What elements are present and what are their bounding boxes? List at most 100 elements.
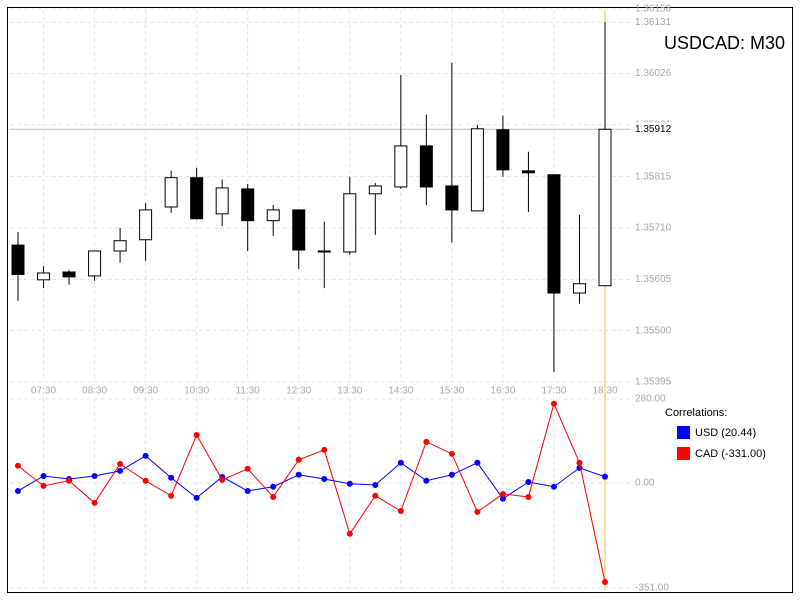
- x-tick-label: 11:30: [236, 386, 261, 397]
- data-point: [499, 490, 506, 497]
- candle-body: [572, 283, 586, 294]
- candle-body: [215, 187, 229, 215]
- candle-body: [470, 128, 484, 212]
- x-tick-label: 18:30: [592, 386, 617, 397]
- data-point: [321, 475, 328, 482]
- data-point: [525, 493, 532, 500]
- data-point: [550, 483, 557, 490]
- candle-body: [113, 240, 127, 252]
- data-point: [142, 477, 149, 484]
- data-point: [423, 438, 430, 445]
- candle-body: [419, 145, 433, 188]
- frame: [7, 7, 793, 593]
- candle-body: [598, 128, 612, 287]
- data-point: [168, 474, 175, 481]
- x-tick-label: 10:30: [184, 386, 209, 397]
- y-tick-label: 1.36158: [635, 4, 672, 15]
- y-tick-label: 1.36026: [635, 68, 672, 79]
- data-point: [244, 487, 251, 494]
- candle-body: [139, 209, 153, 241]
- candle-body: [266, 209, 280, 222]
- data-point: [397, 459, 404, 466]
- legend-label: USD (20.44): [695, 427, 756, 439]
- x-tick-label: 15:30: [439, 386, 464, 397]
- series-line: [17, 402, 606, 583]
- data-point: [295, 456, 302, 463]
- candle-body: [445, 185, 459, 211]
- candle-body: [292, 209, 306, 251]
- data-point: [142, 452, 149, 459]
- legend-swatch: [677, 447, 690, 460]
- data-point: [219, 476, 226, 483]
- data-point: [117, 467, 124, 474]
- data-point: [602, 579, 608, 586]
- x-tick-label: 14:30: [388, 386, 413, 397]
- data-point: [295, 471, 302, 478]
- candle-body: [88, 250, 102, 277]
- y-tick-label: 1.35500: [635, 325, 672, 336]
- candle-body: [394, 145, 408, 188]
- data-point: [40, 482, 47, 489]
- candle-body: [547, 174, 561, 294]
- data-point: [193, 431, 200, 438]
- legend-swatch: [677, 426, 690, 439]
- data-point: [448, 450, 455, 457]
- data-point: [346, 480, 353, 487]
- x-tick-label: 13:30: [337, 386, 362, 397]
- chart-title: USDCAD: M30: [664, 33, 785, 53]
- candle-body: [241, 188, 255, 222]
- candle-body: [343, 193, 357, 253]
- data-point: [270, 483, 277, 490]
- data-point: [372, 492, 379, 499]
- data-point: [15, 462, 21, 469]
- x-tick-label: 08:30: [82, 386, 107, 397]
- y-tick-label: 1.35395: [635, 377, 672, 388]
- legend-label: CAD (-331.00): [695, 448, 766, 460]
- data-point: [168, 492, 175, 499]
- x-tick-label: 12:30: [286, 386, 311, 397]
- legend-title: Correlations:: [665, 407, 727, 419]
- candle-body: [317, 250, 331, 253]
- data-point: [193, 494, 200, 501]
- data-point: [602, 473, 608, 480]
- y-tick-label: -351.00: [635, 583, 669, 594]
- data-point: [397, 508, 404, 515]
- data-point: [423, 477, 430, 484]
- data-point: [321, 446, 328, 453]
- candle-body: [190, 177, 204, 220]
- data-point: [372, 481, 379, 488]
- x-tick-label: 07:30: [31, 386, 56, 397]
- data-point: [474, 508, 481, 515]
- candle-body: [496, 129, 510, 171]
- data-point: [244, 465, 251, 472]
- candle-body: [521, 170, 535, 174]
- x-tick-label: 17:30: [541, 386, 566, 397]
- data-point: [91, 472, 98, 479]
- data-point: [15, 487, 21, 494]
- x-tick-label: 16:30: [490, 386, 515, 397]
- data-point: [91, 499, 98, 506]
- price-label-bg: [632, 122, 682, 137]
- data-point: [346, 530, 353, 537]
- y-tick-label: 1.35815: [635, 171, 672, 182]
- y-tick-label: 1.35710: [635, 223, 672, 234]
- candle-body: [11, 244, 25, 275]
- series-line: [17, 455, 606, 500]
- y-tick-label: 0.00: [635, 478, 655, 489]
- data-point: [576, 459, 583, 466]
- data-point: [525, 478, 532, 485]
- x-tick-label: 09:30: [133, 386, 158, 397]
- data-point: [448, 471, 455, 478]
- candle-body: [37, 272, 51, 281]
- data-point: [40, 472, 47, 479]
- y-tick-label: 280.00: [635, 394, 666, 405]
- price-label: 1.35912: [635, 124, 672, 135]
- y-tick-label: 1.35605: [635, 274, 672, 285]
- candle-body: [62, 271, 76, 278]
- candle-body: [368, 185, 382, 195]
- y-tick-label: 1.36131: [635, 17, 672, 28]
- data-point: [270, 493, 277, 500]
- data-point: [117, 460, 124, 467]
- data-point: [474, 459, 481, 466]
